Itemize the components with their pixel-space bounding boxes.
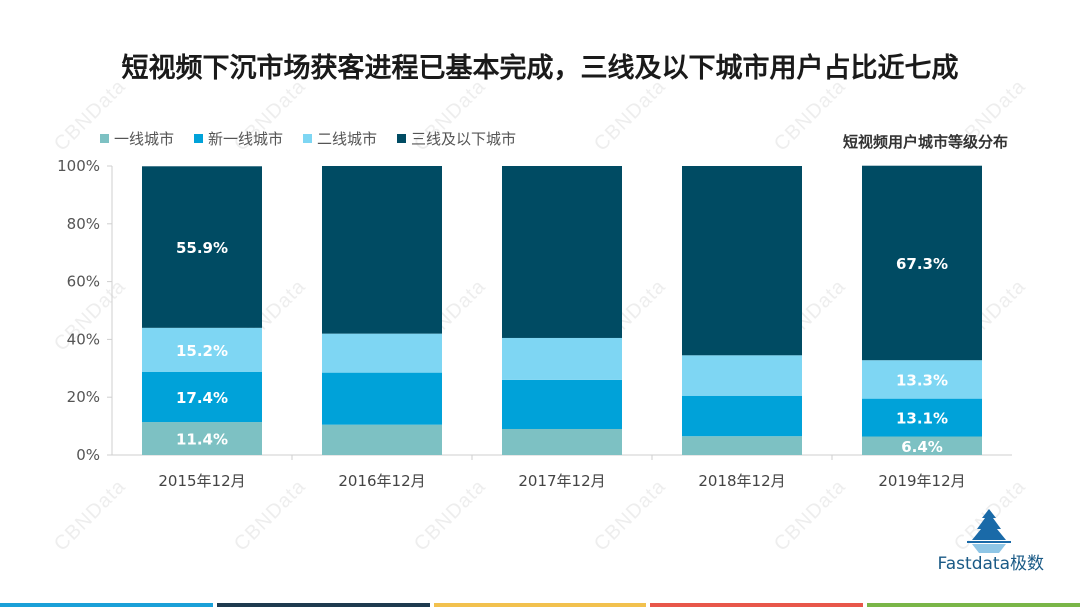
bar-segment [322,424,442,455]
data-label: 67.3% [896,255,948,273]
stripe-segment [216,603,430,607]
legend-swatch [397,134,407,143]
legend-item: 三线及以下城市 [397,128,516,149]
chart-legend: 一线城市 新一线城市 二线城市 三线及以下城市 [100,128,516,149]
bar-segment [502,428,622,455]
data-label: 6.4% [901,438,943,456]
bar-segment [142,371,262,423]
legend-swatch [194,134,204,143]
legend-item: 二线城市 [303,128,377,149]
y-tick-label: 0% [76,446,100,464]
stripe-segment [0,603,213,607]
data-label: 55.9% [176,239,228,257]
legend-label: 新一线城市 [208,130,284,148]
chart-subtitle: 短视频用户城市等级分布 [842,133,1008,151]
bar-segment [502,166,622,338]
stripe-segment [650,603,864,607]
bar-segment [142,166,262,328]
data-label: 13.3% [896,371,948,389]
bar-segment [682,166,802,356]
x-tick-label: 2017年12月 [518,472,605,490]
data-label: 11.4% [176,431,228,449]
page-title: 短视频下沉市场获客进程已基本完成，三线及以下城市用户占比近七成 [121,53,959,84]
bar-segment [322,372,442,425]
bar-segment [862,398,982,437]
bar-segment [142,422,262,455]
bar-segment [322,166,442,334]
bar-segment [682,395,802,437]
legend-swatch [303,134,313,143]
y-tick-label: 20% [67,388,100,406]
x-tick-label: 2019年12月 [878,472,965,490]
bar-segment [322,333,442,373]
bar-segment [502,379,622,429]
x-tick-label: 2015年12月 [158,472,245,490]
bar-segment [682,436,802,455]
logo-text: Fastdata极数 [937,554,1044,574]
bar-segment [142,327,262,372]
y-tick-label: 60% [67,273,100,291]
bar-segment [682,355,802,396]
legend-item: 新一线城市 [194,128,283,149]
bar-segment [502,337,622,380]
y-tick-label: 40% [67,330,100,348]
y-tick-label: 80% [67,215,100,233]
bottom-color-stripe [0,603,1080,607]
legend-item: 一线城市 [100,128,174,149]
legend-label: 二线城市 [317,130,378,148]
x-tick-label: 2018年12月 [698,472,785,490]
y-tick-label: 100% [57,157,100,175]
data-label: 15.2% [176,342,228,360]
legend-label: 一线城市 [114,130,175,148]
x-tick-label: 2016年12月 [338,472,425,490]
bar-segment [862,436,982,455]
stripe-segment [867,603,1080,607]
stripe-segment [433,603,647,607]
legend-label: 三线及以下城市 [411,130,517,148]
data-label: 17.4% [176,389,228,407]
data-label: 13.1% [896,410,948,428]
bar-segment [862,360,982,399]
iceberg-logo-icon [967,509,1011,553]
bar-segment [862,165,982,361]
legend-swatch [100,134,109,143]
